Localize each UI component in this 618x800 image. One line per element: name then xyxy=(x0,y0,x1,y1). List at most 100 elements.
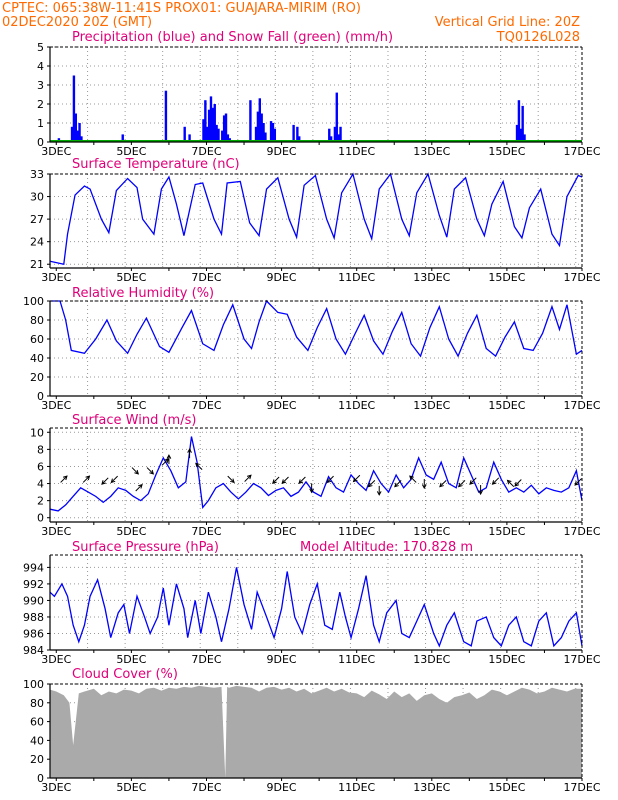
wind-arrow-head xyxy=(376,491,382,496)
wind-arrow-head xyxy=(101,480,106,485)
wind-arrow-head xyxy=(478,490,483,496)
wind-arrow-head xyxy=(138,483,143,489)
y-tick-label: 20 xyxy=(30,753,44,766)
y-tick-label: 988 xyxy=(23,611,44,624)
precip-bar xyxy=(335,92,338,142)
x-tick-label: 7DEC xyxy=(191,525,221,538)
precip-bar xyxy=(202,119,205,142)
wind-arrow-shaft xyxy=(135,484,143,492)
precip-bar xyxy=(262,123,265,142)
precip-bar xyxy=(164,90,168,142)
wind-arrow xyxy=(326,475,334,484)
wind-arrow-shaft xyxy=(281,476,289,484)
wind-arrow-head xyxy=(491,480,497,485)
y-tick-label: 0 xyxy=(37,512,44,525)
precip-bar xyxy=(256,111,260,142)
wind-arrow xyxy=(135,483,143,492)
precip-bar xyxy=(296,126,299,142)
wind-arrow-shaft xyxy=(244,474,252,482)
humidity-panel: Relative Humidity (%) 0 20 40 60 80 100 3DEC 5D… xyxy=(23,286,601,412)
x-tick-label: 11DEC xyxy=(338,653,375,666)
cloud-cover-panel: Cloud Cover (%) 0 20 40 60 80 100 3DEC 5DEC 7DEC… xyxy=(23,667,601,794)
grid xyxy=(49,555,582,651)
header-date: 02DEC2020 20Z (GMT) xyxy=(2,15,152,30)
x-tick-label: 9DEC xyxy=(267,399,297,412)
x-tick-label: 3DEC xyxy=(41,399,71,412)
precip-bar xyxy=(226,134,230,142)
wind-arrow xyxy=(272,476,280,485)
precip-bar xyxy=(521,105,524,142)
temperature-title: Surface Temperature (nC) xyxy=(72,157,240,172)
y-tick-label: 990 xyxy=(23,594,44,607)
series-line xyxy=(49,436,583,512)
header-station: CPTEC: 065:38W-11:41S PROX01: GUAJARA-MI… xyxy=(2,1,361,16)
wind-arrow-head xyxy=(85,475,91,481)
header-code: TQ0126L028 xyxy=(496,30,580,45)
wind-arrow-head xyxy=(421,484,427,490)
wind-arrow-head xyxy=(166,454,172,459)
wind-arrow-head xyxy=(230,478,235,484)
y-tick-label: 0 xyxy=(37,772,44,785)
precip-bar xyxy=(76,130,79,142)
wind-arrow-head xyxy=(309,488,314,494)
precip-bar xyxy=(215,124,218,142)
x-tick-label: 5DEC xyxy=(116,653,146,666)
wind-arrow-head xyxy=(409,475,414,481)
precip-bar xyxy=(258,98,262,142)
wind-arrow xyxy=(421,479,427,490)
model-altitude-label: Model Altitude: 170.828 m xyxy=(300,540,473,555)
wind-arrow-shaft xyxy=(514,479,522,487)
wind-arrow-shaft xyxy=(574,478,582,486)
precip-bar xyxy=(78,123,81,142)
y-tick-label: 100 xyxy=(23,678,44,691)
precip-bar xyxy=(329,136,333,142)
y-tick-label: 60 xyxy=(30,716,44,729)
precip-bar xyxy=(224,113,228,142)
wind-arrow-head xyxy=(326,478,332,484)
wind-arrow-head xyxy=(298,479,304,485)
wind-arrow xyxy=(281,476,289,485)
y-tick-label: 80 xyxy=(30,697,44,710)
y-tick-label: 21 xyxy=(30,258,44,271)
wind-arrow-head xyxy=(149,469,155,475)
temperature-panel: Surface Temperature (nC) 21 24 27 30 33 3DEC 5… xyxy=(30,157,601,284)
wind-arrow-head xyxy=(367,482,373,488)
precip-bar xyxy=(519,128,522,142)
precip-bar xyxy=(183,126,186,142)
wind-arrow-head xyxy=(439,482,444,488)
x-tick-label: 11DEC xyxy=(338,399,375,412)
y-tick-label: 40 xyxy=(30,352,44,365)
y-tick-label: 33 xyxy=(30,168,44,181)
wind-arrow-shaft xyxy=(492,477,500,485)
wind-arrow xyxy=(352,474,361,483)
precip-bar xyxy=(209,96,213,142)
wind-arrow xyxy=(131,467,140,475)
x-tick-label: 5DEC xyxy=(116,399,146,412)
wind-arrow xyxy=(60,475,68,483)
x-tick-label: 11DEC xyxy=(338,145,375,158)
x-tick-label: 13DEC xyxy=(413,399,450,412)
wind-arrow xyxy=(409,475,417,483)
wind-arrow-shaft xyxy=(161,458,169,466)
wind-arrow-head xyxy=(352,477,358,483)
precip-bar xyxy=(221,130,224,142)
x-tick-label: 9DEC xyxy=(267,781,297,794)
y-tick-label: 10 xyxy=(30,426,44,439)
y-tick-label: 2 xyxy=(37,495,44,508)
y-tick-label: 0 xyxy=(37,136,44,149)
wind-arrow xyxy=(110,475,118,484)
series-line xyxy=(50,299,583,358)
x-tick-label: 15DEC xyxy=(488,399,525,412)
wind-arrow-shaft xyxy=(469,477,477,485)
x-tick-label: 5DEC xyxy=(116,781,146,794)
x-tick-label: 15DEC xyxy=(488,271,525,284)
precip-bar xyxy=(121,134,124,142)
x-tick-label: 3DEC xyxy=(41,653,71,666)
x-tick-label: 11DEC xyxy=(338,781,375,794)
precipitation-title: Precipitation (blue) and Snow Fall (gree… xyxy=(72,30,393,45)
x-tick-label: 3DEC xyxy=(41,525,71,538)
y-tick-label: 986 xyxy=(23,627,44,640)
x-tick-label: 7DEC xyxy=(191,145,221,158)
x-tick-label: 17DEC xyxy=(563,525,600,538)
precip-bar xyxy=(260,113,263,142)
